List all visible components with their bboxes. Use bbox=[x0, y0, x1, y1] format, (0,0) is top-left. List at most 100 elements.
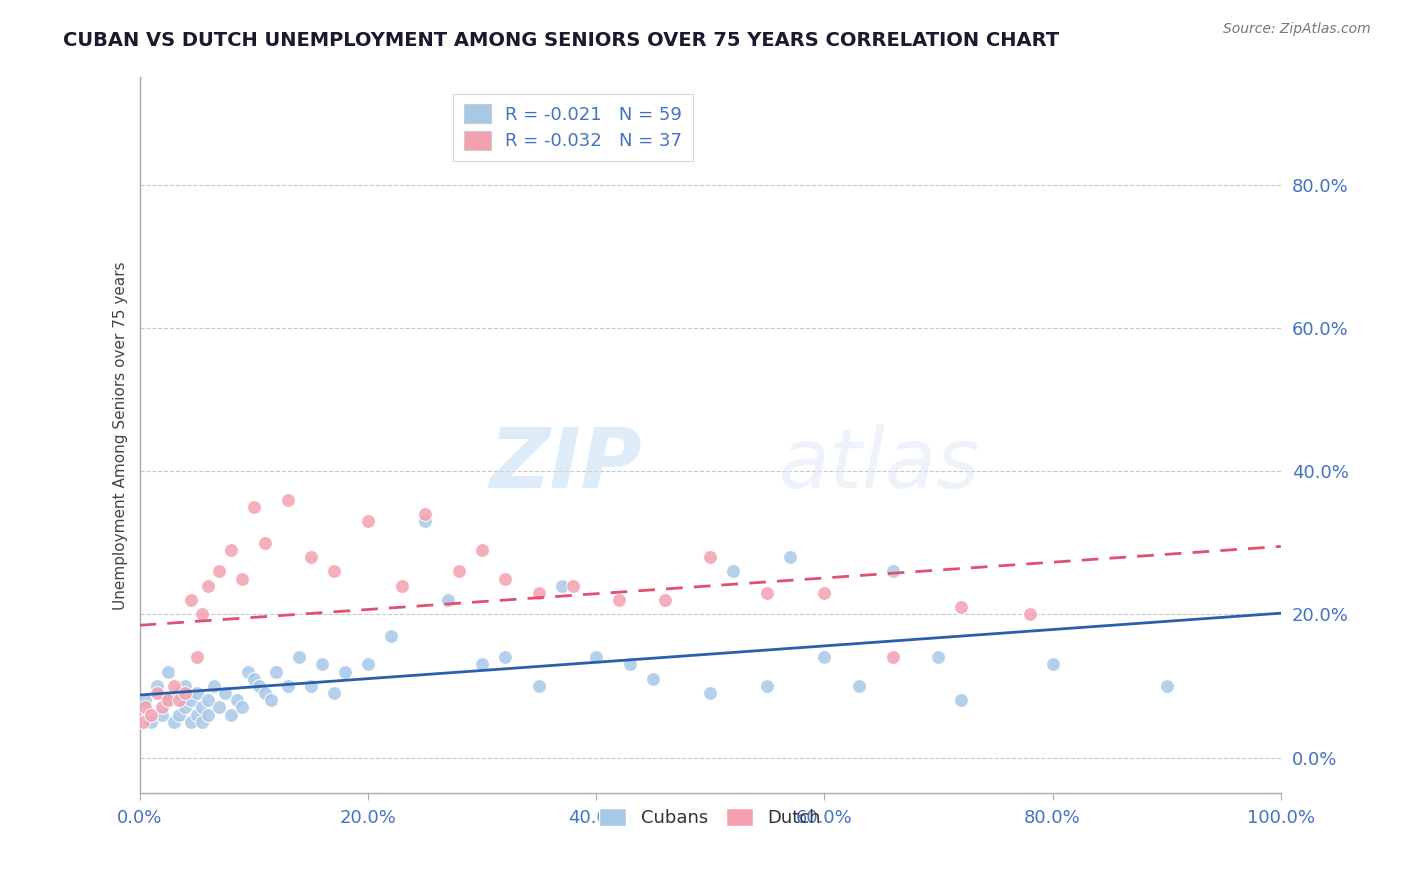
Point bbox=[202, 679, 225, 693]
Point bbox=[813, 650, 835, 665]
Point bbox=[494, 650, 516, 665]
Point bbox=[214, 686, 236, 700]
Point bbox=[551, 579, 574, 593]
Point bbox=[585, 650, 607, 665]
Point bbox=[299, 679, 322, 693]
Point bbox=[139, 707, 162, 722]
Point bbox=[186, 707, 208, 722]
Point bbox=[197, 579, 219, 593]
Point bbox=[247, 679, 270, 693]
Text: ZIP: ZIP bbox=[489, 424, 641, 505]
Point bbox=[197, 693, 219, 707]
Point bbox=[180, 693, 202, 707]
Point bbox=[643, 672, 665, 686]
Point bbox=[288, 650, 311, 665]
Point bbox=[208, 700, 231, 714]
Point bbox=[134, 693, 156, 707]
Point bbox=[357, 514, 380, 528]
Point bbox=[619, 657, 641, 672]
Point bbox=[231, 700, 253, 714]
Point bbox=[848, 679, 870, 693]
Point bbox=[413, 514, 436, 528]
Point bbox=[180, 593, 202, 607]
Point bbox=[191, 700, 214, 714]
Point bbox=[471, 543, 494, 558]
Point bbox=[277, 679, 299, 693]
Text: CUBAN VS DUTCH UNEMPLOYMENT AMONG SENIORS OVER 75 YEARS CORRELATION CHART: CUBAN VS DUTCH UNEMPLOYMENT AMONG SENIOR… bbox=[63, 31, 1059, 50]
Point bbox=[254, 686, 277, 700]
Point bbox=[254, 535, 277, 549]
Point bbox=[950, 693, 973, 707]
Point bbox=[231, 572, 253, 586]
Point bbox=[413, 507, 436, 521]
Point bbox=[311, 657, 333, 672]
Point bbox=[169, 707, 191, 722]
Point bbox=[163, 679, 186, 693]
Point bbox=[322, 565, 344, 579]
Point bbox=[132, 714, 155, 729]
Point bbox=[277, 492, 299, 507]
Point bbox=[721, 565, 744, 579]
Point bbox=[607, 593, 630, 607]
Point bbox=[150, 707, 173, 722]
Point bbox=[186, 650, 208, 665]
Point bbox=[174, 679, 197, 693]
Point bbox=[186, 686, 208, 700]
Point bbox=[882, 650, 904, 665]
Point bbox=[163, 714, 186, 729]
Point bbox=[180, 714, 202, 729]
Point bbox=[699, 686, 721, 700]
Point bbox=[813, 586, 835, 600]
Point bbox=[157, 665, 180, 679]
Point bbox=[357, 657, 380, 672]
Point bbox=[322, 686, 344, 700]
Point bbox=[208, 565, 231, 579]
Point bbox=[157, 693, 180, 707]
Point bbox=[494, 572, 516, 586]
Point bbox=[779, 550, 801, 565]
Point bbox=[1018, 607, 1040, 622]
Point bbox=[299, 550, 322, 565]
Point bbox=[756, 586, 779, 600]
Point bbox=[139, 714, 162, 729]
Point bbox=[157, 693, 180, 707]
Point bbox=[169, 693, 191, 707]
Text: Source: ZipAtlas.com: Source: ZipAtlas.com bbox=[1223, 22, 1371, 37]
Point bbox=[145, 686, 167, 700]
Point bbox=[260, 693, 283, 707]
Point bbox=[197, 707, 219, 722]
Point bbox=[266, 665, 288, 679]
Point bbox=[654, 593, 676, 607]
Point bbox=[225, 693, 247, 707]
Point bbox=[449, 565, 471, 579]
Point bbox=[134, 700, 156, 714]
Point bbox=[145, 679, 167, 693]
Point bbox=[1156, 679, 1178, 693]
Point bbox=[699, 550, 721, 565]
Point bbox=[380, 629, 402, 643]
Point bbox=[527, 679, 550, 693]
Point bbox=[242, 672, 264, 686]
Y-axis label: Unemployment Among Seniors over 75 years: Unemployment Among Seniors over 75 years bbox=[114, 261, 128, 610]
Point bbox=[527, 586, 550, 600]
Point bbox=[333, 665, 356, 679]
Point bbox=[471, 657, 494, 672]
Point bbox=[1042, 657, 1064, 672]
Point bbox=[219, 707, 242, 722]
Point bbox=[174, 700, 197, 714]
Point bbox=[191, 714, 214, 729]
Point bbox=[174, 686, 197, 700]
Point bbox=[191, 607, 214, 622]
Point bbox=[562, 579, 585, 593]
Point bbox=[927, 650, 949, 665]
Point bbox=[950, 600, 973, 615]
Point bbox=[436, 593, 458, 607]
Point bbox=[169, 686, 191, 700]
Point bbox=[219, 543, 242, 558]
Legend: Cubans, Dutch: Cubans, Dutch bbox=[592, 801, 828, 834]
Point bbox=[150, 700, 173, 714]
Point bbox=[242, 500, 264, 514]
Point bbox=[236, 665, 259, 679]
Point bbox=[882, 565, 904, 579]
Point bbox=[391, 579, 413, 593]
